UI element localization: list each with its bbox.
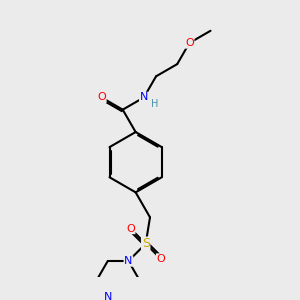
Text: N: N — [140, 92, 148, 103]
Text: O: O — [126, 224, 135, 233]
Text: S: S — [142, 237, 150, 250]
Text: O: O — [185, 38, 194, 48]
Text: N: N — [124, 256, 133, 266]
Text: N: N — [103, 292, 112, 300]
Text: H: H — [151, 99, 158, 109]
Text: O: O — [97, 92, 106, 103]
Text: O: O — [157, 254, 165, 264]
